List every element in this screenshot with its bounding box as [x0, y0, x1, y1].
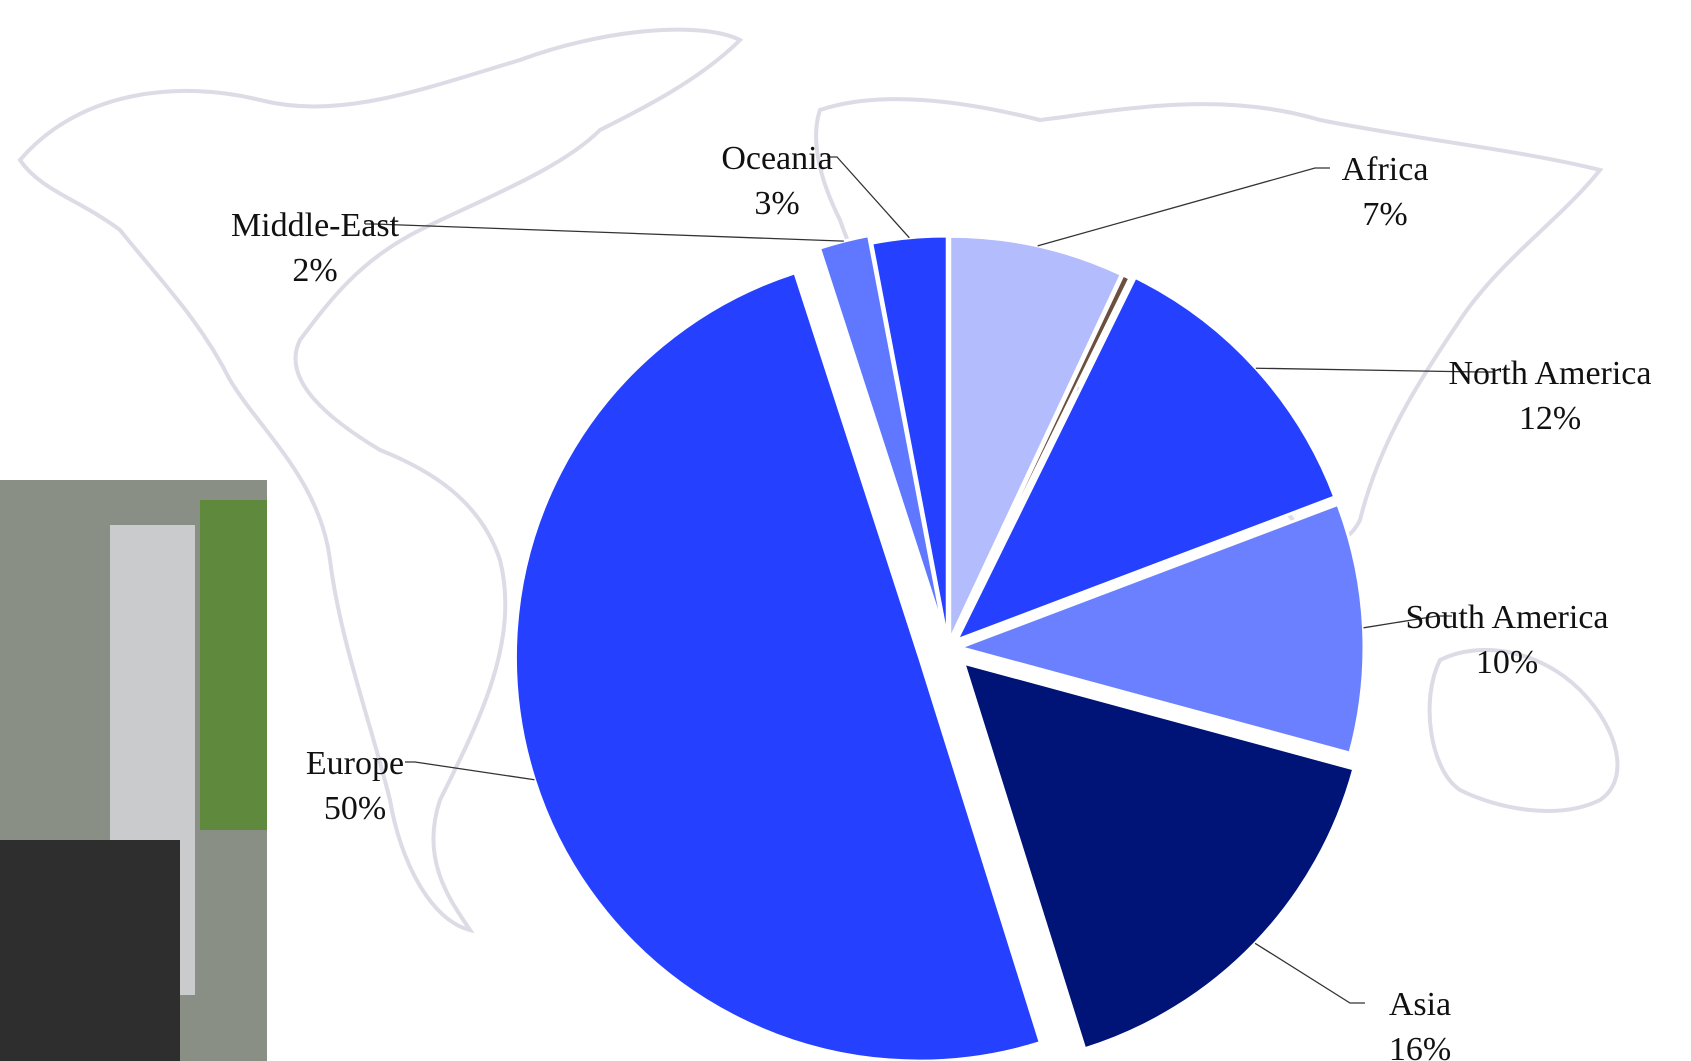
photo: [0, 480, 267, 1061]
slice-label: South America: [1405, 599, 1608, 636]
leader-line: [405, 761, 535, 781]
leader-line: [365, 223, 844, 242]
slice-label: Europe: [306, 745, 404, 782]
leader-line: [1363, 615, 1452, 629]
pie-slice: [948, 234, 1124, 641]
slice-value-label: 7%: [1362, 196, 1407, 233]
pie: [513, 233, 1366, 1061]
leader-line: [1254, 942, 1365, 1004]
slice-value-label: 2%: [292, 252, 337, 289]
slice-value-label: 50%: [324, 790, 386, 827]
slice-value-label: 3%: [754, 185, 799, 222]
slice-value-label: 12%: [1519, 400, 1581, 437]
slice-value-label: 10%: [1476, 644, 1538, 681]
slice-label: Africa: [1342, 151, 1429, 188]
labels: Africa 7% North America 12% South America 10%…: [231, 140, 1652, 1061]
slice-label: Middle-East: [231, 207, 400, 244]
leader-line: [1255, 367, 1495, 373]
slice-label: Asia: [1389, 986, 1451, 1023]
pie-slice: [961, 661, 1356, 1051]
leader-line: [827, 156, 910, 239]
pie-slice: [953, 275, 1337, 643]
leader-line: [1037, 167, 1330, 247]
slice-label: Oceania: [721, 140, 832, 177]
pie-slice: [870, 234, 949, 641]
slice-label: North America: [1449, 355, 1652, 392]
pie-slice: [950, 273, 1132, 642]
slice-value-label: 16%: [1389, 1031, 1451, 1061]
